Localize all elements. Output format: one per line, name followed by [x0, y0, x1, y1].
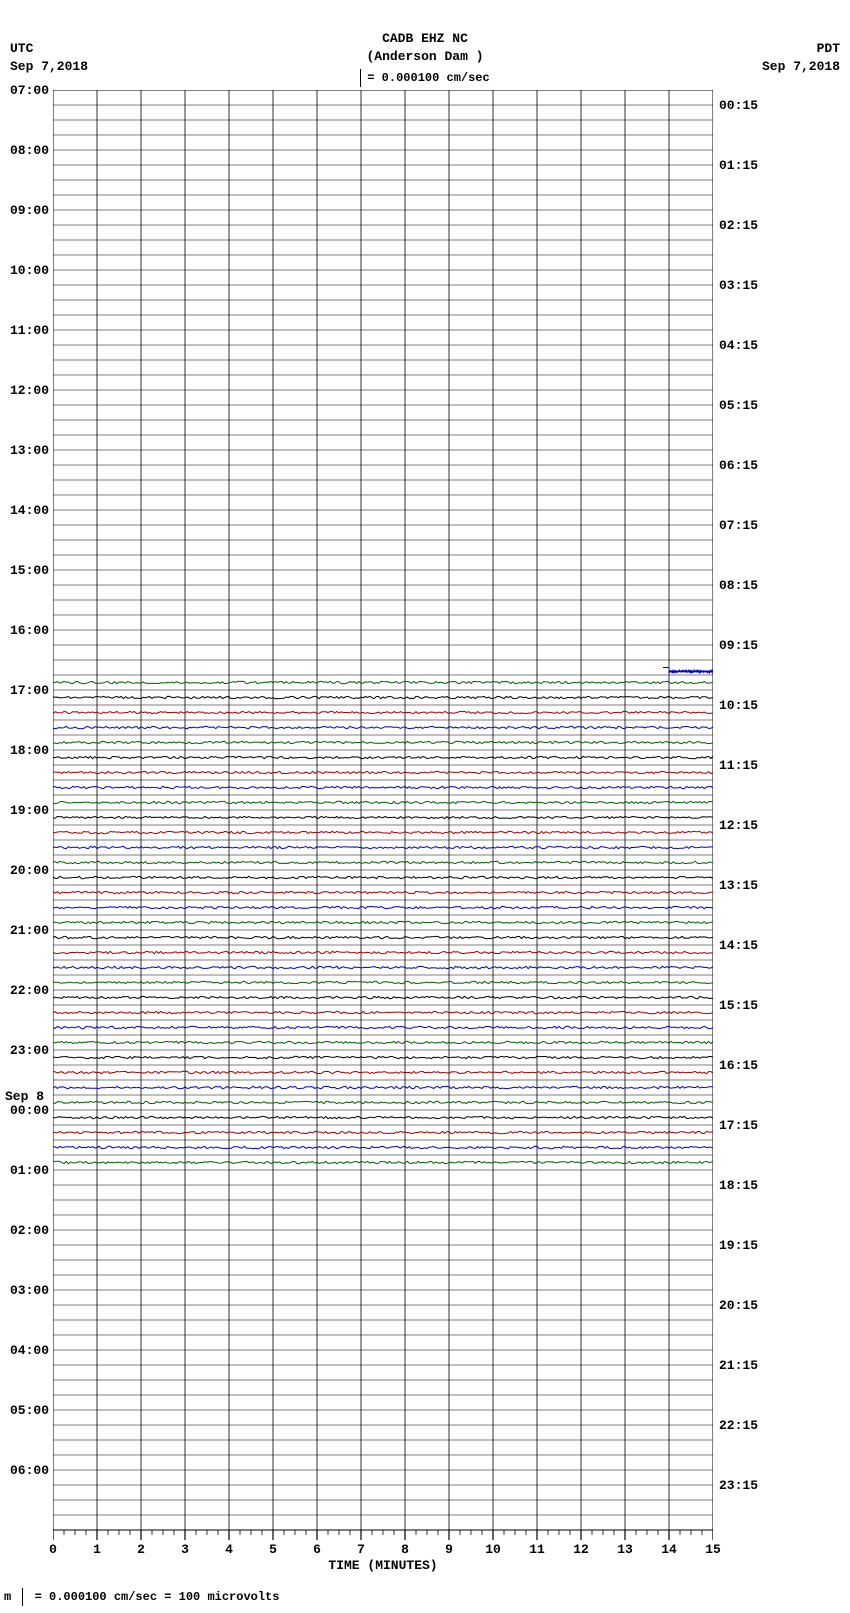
- scale-bar-icon: [360, 69, 361, 87]
- left-tz: UTC: [10, 40, 88, 58]
- x-tick-label: 15: [703, 1542, 723, 1557]
- pdt-hour-label: 05:15: [719, 398, 779, 413]
- x-tick-label: 13: [615, 1542, 635, 1557]
- footer-text: = 0.000100 cm/sec = 100 microvolts: [35, 1590, 280, 1604]
- pdt-hour-label: 17:15: [719, 1118, 779, 1133]
- utc-hour-label: 11:00: [5, 323, 49, 338]
- x-tick-label: 4: [219, 1542, 239, 1557]
- seismogram-plot: [53, 90, 713, 1580]
- utc-hour-label: 08:00: [5, 143, 49, 158]
- x-tick-label: 9: [439, 1542, 459, 1557]
- utc-hour-label: 02:00: [5, 1223, 49, 1238]
- pdt-hour-label: 20:15: [719, 1298, 779, 1313]
- utc-hour-label: 12:00: [5, 383, 49, 398]
- x-tick-label: 0: [43, 1542, 63, 1557]
- x-tick-label: 3: [175, 1542, 195, 1557]
- header: CADB EHZ NC (Anderson Dam ) = 0.000100 c…: [0, 30, 850, 87]
- utc-hour-label: 21:00: [5, 923, 49, 938]
- utc-hour-label: 09:00: [5, 203, 49, 218]
- right-tz: PDT: [762, 40, 840, 58]
- scale-label: = 0.000100 cm/sec: [367, 72, 489, 86]
- scale-indicator: = 0.000100 cm/sec: [0, 69, 850, 87]
- footer-prefix: m: [4, 1590, 11, 1604]
- utc-hour-label: 04:00: [5, 1343, 49, 1358]
- x-tick-label: 12: [571, 1542, 591, 1557]
- pdt-hour-label: 19:15: [719, 1238, 779, 1253]
- pdt-hour-label: 02:15: [719, 218, 779, 233]
- utc-hour-label: 06:00: [5, 1463, 49, 1478]
- x-tick-label: 7: [351, 1542, 371, 1557]
- utc-hour-label: 01:00: [5, 1163, 49, 1178]
- utc-hour-label: 05:00: [5, 1403, 49, 1418]
- title: CADB EHZ NC (Anderson Dam ) = 0.000100 c…: [0, 30, 850, 87]
- x-tick-label: 11: [527, 1542, 547, 1557]
- x-axis-title: TIME (MINUTES): [53, 1558, 713, 1573]
- pdt-hour-label: 00:15: [719, 98, 779, 113]
- pdt-hour-label: 08:15: [719, 578, 779, 593]
- utc-hour-label: 18:00: [5, 743, 49, 758]
- right-date: Sep 7,2018: [762, 58, 840, 76]
- pdt-hour-label: 14:15: [719, 938, 779, 953]
- pdt-hour-label: 06:15: [719, 458, 779, 473]
- pdt-hour-label: 11:15: [719, 758, 779, 773]
- utc-hour-label: 14:00: [5, 503, 49, 518]
- utc-hour-label: 22:00: [5, 983, 49, 998]
- utc-hour-label: 00:00: [5, 1103, 49, 1118]
- utc-hour-label: 19:00: [5, 803, 49, 818]
- seismogram-container: CADB EHZ NC (Anderson Dam ) = 0.000100 c…: [0, 0, 850, 1613]
- station-code: CADB EHZ NC: [0, 30, 850, 48]
- pdt-hour-label: 15:15: [719, 998, 779, 1013]
- header-right: PDT Sep 7,2018: [762, 40, 840, 76]
- utc-hour-label: 03:00: [5, 1283, 49, 1298]
- pdt-hour-label: 03:15: [719, 278, 779, 293]
- pdt-hour-label: 09:15: [719, 638, 779, 653]
- x-tick-label: 1: [87, 1542, 107, 1557]
- pdt-hour-label: 04:15: [719, 338, 779, 353]
- pdt-hour-label: 01:15: [719, 158, 779, 173]
- x-tick-label: 10: [483, 1542, 503, 1557]
- scale-bar-icon: [22, 1588, 23, 1606]
- left-date: Sep 7,2018: [10, 58, 88, 76]
- pdt-hour-label: 10:15: [719, 698, 779, 713]
- utc-hour-label: 13:00: [5, 443, 49, 458]
- x-tick-label: 6: [307, 1542, 327, 1557]
- pdt-hour-label: 12:15: [719, 818, 779, 833]
- utc-hour-label: 07:00: [5, 83, 49, 98]
- pdt-hour-label: 18:15: [719, 1178, 779, 1193]
- x-tick-label: 8: [395, 1542, 415, 1557]
- pdt-hour-label: 07:15: [719, 518, 779, 533]
- utc-hour-label: 16:00: [5, 623, 49, 638]
- utc-hour-label: 10:00: [5, 263, 49, 278]
- x-tick-label: 14: [659, 1542, 679, 1557]
- pdt-hour-label: 16:15: [719, 1058, 779, 1073]
- header-left: UTC Sep 7,2018: [10, 40, 88, 76]
- utc-hour-label: 20:00: [5, 863, 49, 878]
- x-tick-label: 2: [131, 1542, 151, 1557]
- station-name: (Anderson Dam ): [0, 48, 850, 66]
- utc-day-label: Sep 8: [5, 1089, 65, 1104]
- x-tick-label: 5: [263, 1542, 283, 1557]
- pdt-hour-label: 13:15: [719, 878, 779, 893]
- utc-hour-label: 15:00: [5, 563, 49, 578]
- pdt-hour-label: 22:15: [719, 1418, 779, 1433]
- utc-hour-label: 23:00: [5, 1043, 49, 1058]
- pdt-hour-label: 23:15: [719, 1478, 779, 1493]
- footer: m = 0.000100 cm/sec = 100 microvolts: [4, 1588, 279, 1606]
- pdt-hour-label: 21:15: [719, 1358, 779, 1373]
- utc-hour-label: 17:00: [5, 683, 49, 698]
